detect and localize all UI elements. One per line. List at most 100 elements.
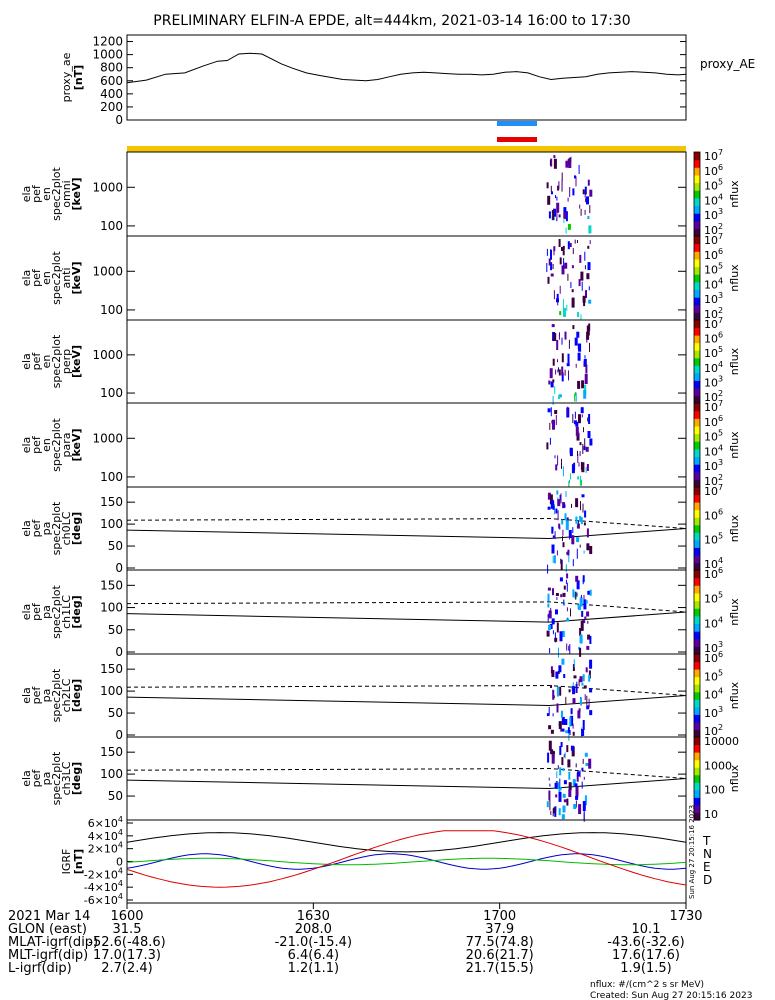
colorbar-tick-label: 103 xyxy=(704,705,723,720)
spectrogram-cell xyxy=(567,241,570,250)
spectrogram-cell xyxy=(588,299,592,304)
colorbar-segment xyxy=(694,699,700,708)
colorbar-segment xyxy=(694,577,700,586)
colorbar-tick-label: 103 xyxy=(704,640,723,655)
spectrogram-cell xyxy=(569,730,571,735)
igrf-legend-label: E xyxy=(703,860,711,874)
spectrogram-cell xyxy=(550,262,553,271)
spectrogram-cell xyxy=(550,749,554,755)
colorbar-segment xyxy=(694,502,700,511)
colorbar-tick-label: 102 xyxy=(704,306,723,321)
spectrogram-cell xyxy=(589,342,590,352)
spectrogram-cell xyxy=(568,161,572,168)
spectrogram-cell xyxy=(558,239,561,247)
ylabel-text: en xyxy=(40,438,53,452)
spectrogram-cell xyxy=(562,805,566,813)
ylabel-text: pa xyxy=(40,605,53,619)
colorbar-segment xyxy=(694,661,700,670)
colorbar-tick-label: 106 xyxy=(704,566,723,581)
spectrogram-cell xyxy=(585,364,588,374)
spectrogram-cell xyxy=(557,185,560,191)
ylabel-text: pef xyxy=(30,602,43,621)
ylabel-text: [keV] xyxy=(70,345,83,378)
spectrogram-cell xyxy=(555,794,558,798)
ylabel-text: [deg] xyxy=(70,762,83,795)
spectrogram-cell xyxy=(556,686,559,697)
spectrogram-cell xyxy=(574,393,576,402)
spectrogram-cell xyxy=(563,599,565,606)
colorbar-segment xyxy=(694,372,700,381)
spectrogram-cell xyxy=(571,297,575,308)
spectrogram-cell xyxy=(552,395,554,405)
spectrogram-cell xyxy=(578,462,580,467)
colorbar-tick-label: 103 xyxy=(704,458,723,473)
colorbar-segment xyxy=(694,804,700,813)
spectrogram-cell xyxy=(555,415,557,425)
spectrogram-cell xyxy=(547,587,551,591)
colorbar-tick-label: 107 xyxy=(704,399,723,414)
ytick-label: 100 xyxy=(100,601,123,615)
spectrogram-cell xyxy=(584,355,586,359)
bottom-row-value: 17.0(17.3) xyxy=(93,948,161,963)
spectrogram-cell xyxy=(583,446,586,451)
bottom-row-value: 1.9(1.5) xyxy=(620,961,672,976)
ylabel-text: ch1LC xyxy=(60,595,73,629)
colorbar-segment xyxy=(694,737,700,746)
spectrogram-cell xyxy=(565,564,567,573)
spectrogram-cell xyxy=(566,573,569,579)
spectrogram-cell xyxy=(550,249,552,258)
ylabel-text: pef xyxy=(30,686,43,705)
ytick-label: 150 xyxy=(100,495,123,509)
spectrogram-cell xyxy=(587,634,591,640)
spectrogram-cell xyxy=(567,223,571,230)
colorbar-tick-label: 102 xyxy=(704,723,723,738)
spectrogram-cell xyxy=(587,590,591,595)
ylabel-text: pa xyxy=(40,522,53,536)
spectrogram-cell xyxy=(575,392,577,402)
spectrogram-cell xyxy=(556,622,559,633)
spectrogram-cell xyxy=(589,710,593,716)
colorbar-segment xyxy=(694,524,700,533)
colorbar-segment xyxy=(694,782,700,791)
ytick-label: 150 xyxy=(100,662,123,676)
ylabel-text: pef xyxy=(30,268,43,287)
spectrogram-cell xyxy=(587,216,590,219)
spectrogram-cell xyxy=(560,559,563,570)
spectrogram-cell xyxy=(582,801,586,811)
bottom-time: 1730 xyxy=(669,909,702,924)
igrf-legend-label: N xyxy=(703,847,712,861)
spectrogram-cell xyxy=(557,671,560,674)
colorbar-label: nflux xyxy=(728,180,741,208)
ylabel-text: anti xyxy=(60,267,73,288)
spectrogram-cell xyxy=(547,603,550,608)
colorbar-tick-label: 105 xyxy=(704,178,723,193)
spectrogram-cell xyxy=(587,245,590,249)
colorbar-segment xyxy=(694,608,700,617)
spectrogram-cell xyxy=(562,768,565,772)
spectrogram-cell xyxy=(585,466,587,473)
colorbar-tick-label: 105 xyxy=(704,262,723,277)
colorbar-segment xyxy=(694,190,700,199)
panel-en_anti: elapefenspec2plotanti[keV]10010001021031… xyxy=(20,232,741,321)
ylabel-text: [deg] xyxy=(70,679,83,712)
spectrogram-cell xyxy=(567,759,571,768)
series-proxy-ae-line xyxy=(126,52,687,84)
colorbar-segment xyxy=(694,774,700,783)
colorbar-segment xyxy=(694,410,700,419)
spectrogram-cell xyxy=(564,719,568,725)
ylabel-text: spec2plot xyxy=(50,501,63,555)
spectrogram-cell xyxy=(586,695,588,705)
colorbar-segment xyxy=(694,592,700,602)
spectrogram-cell xyxy=(559,285,561,294)
spectrogram-cell xyxy=(556,211,558,222)
spectrogram-cell xyxy=(579,544,581,548)
spectrogram-cell xyxy=(561,757,564,766)
spectrogram-cell xyxy=(550,381,554,388)
spectrogram-cell xyxy=(572,414,574,423)
spectrogram-cell xyxy=(552,555,554,563)
spectrogram-cell xyxy=(555,508,558,514)
spectrogram-cell xyxy=(546,182,549,189)
spectrogram-cell xyxy=(575,591,577,600)
spectrogram-cell xyxy=(587,417,589,422)
spectrogram-cell xyxy=(561,366,564,376)
